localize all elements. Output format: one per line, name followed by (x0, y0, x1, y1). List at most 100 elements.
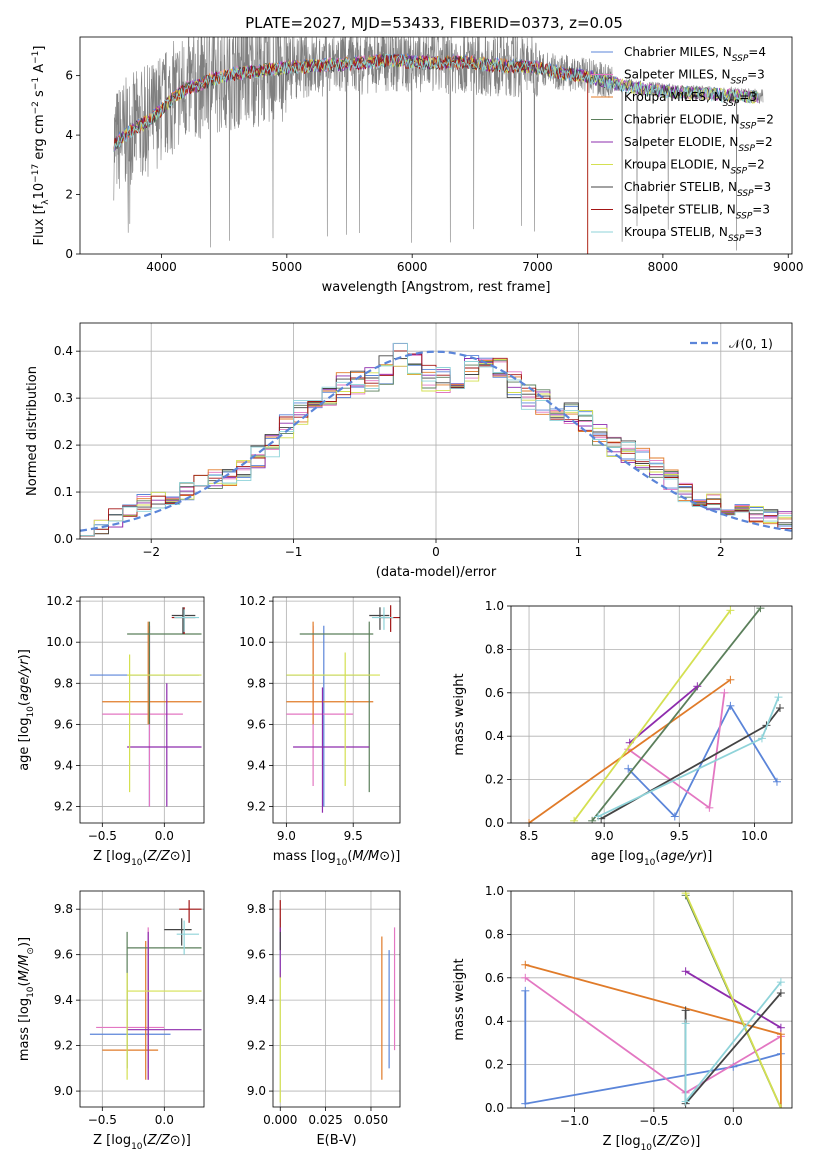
label-part: age [log (591, 849, 644, 864)
y-tick-label: 1.0 (485, 599, 504, 613)
label-part: ( (347, 849, 352, 864)
panel-residuals: −2 −1 0 1 2 0.0 0.1 0.2 0.3 0.4 (data-model)/error… (25, 322, 793, 580)
label-part: E(B-V) (316, 1133, 356, 1148)
label-part: 10 (644, 858, 656, 868)
y-tick-label: 0.4 (485, 1014, 504, 1028)
y-tick-label: 0.0 (485, 816, 504, 830)
x-tick-label: 0.050 (354, 1113, 388, 1127)
y-tick-label: 9.4 (247, 993, 266, 1007)
label-part: −17 (31, 164, 41, 183)
y-tick-label: 0.2 (485, 1058, 504, 1072)
label-part: Chabrier ELODIE, N (624, 113, 740, 127)
panel-spectrum: 4000 5000 6000 7000 8000 9000 0 2 4 6 wavelength [… (31, 36, 804, 295)
x-tick-label: 0.0 (155, 829, 174, 843)
legend-entry: Kroupa MILES, NSSP=3 (624, 90, 757, 109)
y-tick-label: 9.8 (247, 902, 266, 916)
label-part: SSP (723, 99, 740, 109)
plot-area (80, 342, 792, 537)
label-part: Chabrier MILES, N (624, 45, 732, 59)
y-tick-label: 1.0 (485, 884, 504, 898)
label-part: Salpeter MILES, N (624, 68, 731, 82)
y-tick-label: 9.4 (54, 758, 73, 772)
label-part: 10 (131, 858, 143, 868)
label-part: age [log (17, 718, 32, 771)
label-part: SSP (731, 77, 748, 87)
y-tick-label: 0.6 (485, 971, 504, 985)
axes-frame (79, 36, 793, 255)
y-tick-label: 9.2 (247, 1039, 266, 1053)
y-tick-label: 9.6 (247, 948, 266, 962)
label-part: A (32, 64, 47, 77)
x-tick-label: 4000 (146, 260, 177, 274)
y-tick-label: 9.6 (54, 717, 73, 731)
x-tick-label: 0.0 (724, 1114, 743, 1128)
x-tick-label: 7000 (522, 260, 553, 274)
y-tick-label: 9.8 (247, 676, 266, 690)
x-tick-label: 0 (432, 545, 440, 559)
x-tick-label: 9.0 (277, 829, 296, 843)
plot-area (279, 900, 396, 1103)
y-axis-label: age [log10(age/yr)] (17, 649, 36, 771)
label-part: (data-model)/error (376, 565, 497, 580)
label-part: erg cm (32, 114, 47, 163)
label-part: Z [log (93, 1133, 131, 1148)
label-part: 10 (26, 986, 36, 998)
legend-entry: Chabrier ELODIE, NSSP=2 (624, 113, 774, 132)
plot-area (286, 605, 400, 813)
weight-series-1 (524, 977, 782, 1094)
label-part: 10 (26, 706, 36, 718)
y-axis-label: mass [log10(M/M⊙)] (17, 937, 36, 1061)
y-tick-label: 9.4 (54, 993, 73, 1007)
legend-entry: Kroupa ELODIE, NSSP=2 (624, 158, 765, 177)
legend-entry: Salpeter STELIB, NSSP=3 (624, 203, 770, 222)
label-part: Salpeter ELODIE, N (624, 135, 738, 149)
label-part: Flux [f (32, 204, 47, 245)
label-part: −1 (31, 77, 41, 90)
x-tick-label: −1 (285, 545, 303, 559)
y-tick-label: 6 (65, 69, 73, 83)
axes-frame (272, 890, 401, 1108)
y-tick-label: 0.0 (54, 532, 73, 546)
label-part: Z/Z⊙ (147, 849, 181, 864)
label-part: Z/Z⊙ (147, 1133, 181, 1148)
model-spectrum-7 (113, 53, 589, 254)
panel-age-vs-mass: 9.0 9.5 9.2 9.4 9.6 9.8 10.0 10.2 mass [log10(M/… (239, 594, 401, 868)
y-tick-label: 0.8 (485, 927, 504, 941)
x-tick-label: 8000 (648, 260, 679, 274)
legend-entry: Salpeter ELODIE, NSSP=2 (624, 135, 773, 154)
y-tick-label: 0.4 (485, 729, 504, 743)
x-tick-label: 6000 (397, 260, 428, 274)
label-part: Chabrier STELIB, N (624, 180, 737, 194)
label-part: Kroupa MILES, N (624, 90, 723, 104)
label-part: SSP (740, 122, 757, 132)
label-part: )] (181, 849, 191, 864)
label-part: =4 (748, 45, 766, 59)
label-part: =2 (755, 135, 773, 149)
x-axis-label: (data-model)/error (376, 565, 497, 580)
label-part: )] (702, 849, 712, 864)
label-part: age/yr (17, 658, 32, 701)
y-tick-label: 9.0 (247, 1084, 266, 1098)
x-axis-label: E(B-V) (316, 1133, 356, 1148)
label-part: −1 (31, 51, 41, 64)
label-part: ( (655, 849, 660, 864)
label-part: s (32, 90, 47, 101)
y-axis-label: Flux [fλ10−17 erg cm−2 s−1 A−1] (31, 46, 51, 246)
x-tick-label: −1.0 (560, 1114, 589, 1128)
plot-area (113, 37, 764, 254)
panels: 4000 5000 6000 7000 8000 9000 0 2 4 6 wavelength [… (17, 36, 804, 1153)
y-tick-label: 9.2 (247, 800, 266, 814)
axes-frame (510, 890, 793, 1109)
x-tick-label: −0.5 (639, 1114, 668, 1128)
label-part: SSP (738, 144, 755, 154)
axes-frame (79, 596, 205, 824)
label-part: Kroupa STELIB, N (624, 225, 728, 239)
x-tick-label: 0.000 (263, 1113, 297, 1127)
label-part: )] (690, 1134, 700, 1149)
model-spectrum-8 (113, 53, 759, 153)
label-part: Salpeter STELIB, N (624, 203, 736, 217)
x-tick-label: −0.5 (88, 1113, 117, 1127)
y-tick-label: 0.2 (54, 438, 73, 452)
